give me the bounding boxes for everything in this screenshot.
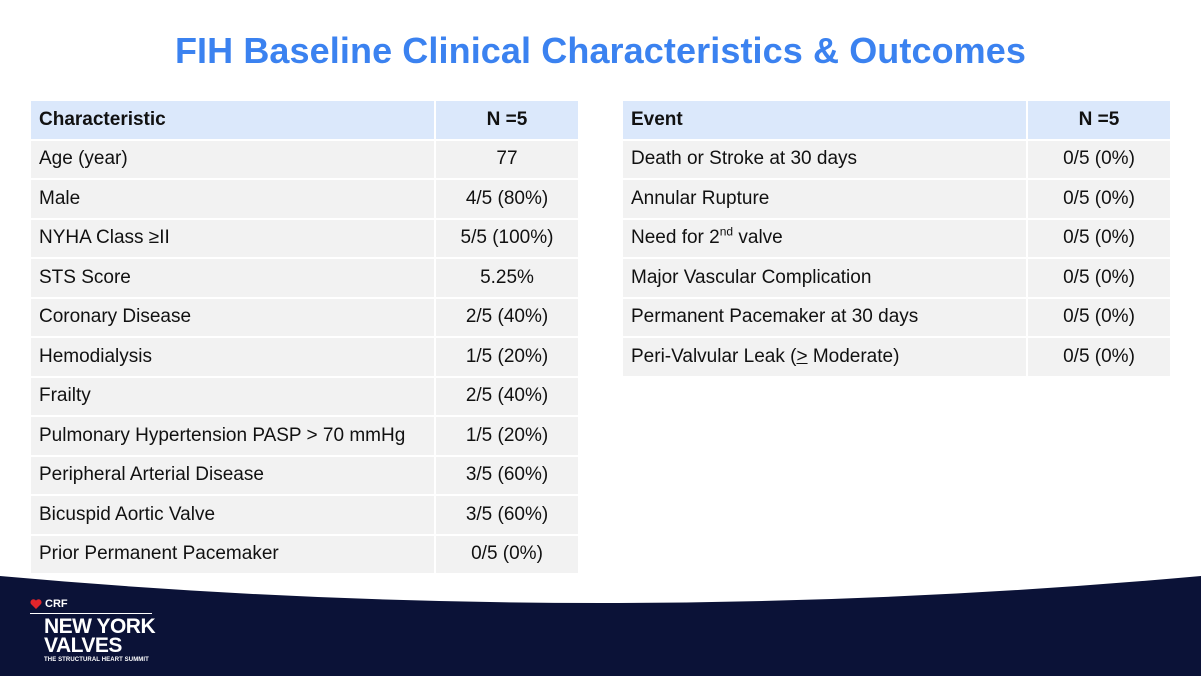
event-cell: Need for 2nd valve [623,219,1026,257]
characteristic-cell: NYHA Class ≥II [31,219,434,257]
value-cell: 2/5 (40%) [436,377,578,415]
logo-line-2: VALVES [44,634,122,657]
table-row: Death or Stroke at 30 days 0/5 (0%) [623,140,1170,178]
ordinal-suffix: nd [719,224,734,239]
table-row: Coronary Disease 2/5 (40%) [31,298,578,336]
footer-wave-band [0,576,1201,676]
value-cell: 0/5 (0%) [1028,219,1170,257]
characteristic-cell: Coronary Disease [31,298,434,336]
value-cell: 3/5 (60%) [436,496,578,534]
characteristic-cell: Prior Permanent Pacemaker [31,535,434,573]
table-header-row: Characteristic N =5 [31,101,578,139]
column-header-event: Event [623,101,1026,139]
outcomes-table: Event N =5 Death or Stroke at 30 days 0/… [621,99,1172,378]
table-row: Hemodialysis 1/5 (20%) [31,338,578,376]
column-header-characteristic: Characteristic [31,101,434,139]
table-row: Frailty 2/5 (40%) [31,377,578,415]
crf-label: CRF [45,598,68,610]
characteristic-cell: Peripheral Arterial Disease [31,456,434,494]
event-text: Moderate) [807,345,900,367]
table-row: NYHA Class ≥II 5/5 (100%) [31,219,578,257]
table-row: Male 4/5 (80%) [31,180,578,218]
value-cell: 77 [436,140,578,178]
table-row: Prior Permanent Pacemaker 0/5 (0%) [31,535,578,573]
column-header-n: N =5 [436,101,578,139]
value-cell: 4/5 (80%) [436,180,578,218]
table-row: Peripheral Arterial Disease 3/5 (60%) [31,456,578,494]
column-header-n: N =5 [1028,101,1170,139]
table-row: STS Score 5.25% [31,259,578,297]
event-cell: Permanent Pacemaker at 30 days [623,298,1026,336]
characteristic-cell: Frailty [31,377,434,415]
logo-line-1: NEW YORK [44,615,156,638]
value-cell: 0/5 (0%) [1028,140,1170,178]
event-cell: Peri-Valvular Leak (> Moderate) [623,338,1026,376]
characteristic-cell: Age (year) [31,140,434,178]
value-cell: 0/5 (0%) [1028,180,1170,218]
event-cell: Annular Rupture [623,180,1026,218]
event-text: Peri-Valvular Leak ( [631,345,797,367]
table-row: Bicuspid Aortic Valve 3/5 (60%) [31,496,578,534]
event-text: Need for 2 [631,227,720,249]
value-cell: 5.25% [436,259,578,297]
value-cell: 0/5 (0%) [1028,298,1170,336]
value-cell: 1/5 (20%) [436,417,578,455]
table-header-row: Event N =5 [623,101,1170,139]
table-row: Annular Rupture 0/5 (0%) [623,180,1170,218]
characteristic-cell: Bicuspid Aortic Valve [31,496,434,534]
characteristic-cell: Pulmonary Hypertension PASP > 70 mmHg [31,417,434,455]
greater-equal-symbol: > [796,345,808,367]
footer-wave [0,576,1201,676]
logo-divider [30,613,152,614]
slide-title: FIH Baseline Clinical Characteristics & … [174,30,1027,71]
crf-mark: CRF [30,598,155,610]
table-row: Peri-Valvular Leak (> Moderate) 0/5 (0%) [623,338,1170,376]
table-row: Pulmonary Hypertension PASP > 70 mmHg 1/5… [31,417,578,455]
table-row: Need for 2nd valve 0/5 (0%) [623,219,1170,257]
characteristic-cell: Male [31,180,434,218]
heart-icon [30,599,42,609]
value-cell: 1/5 (20%) [436,338,578,376]
value-cell: 0/5 (0%) [436,535,578,573]
event-cell: Death or Stroke at 30 days [623,140,1026,178]
table-row: Major Vascular Complication 0/5 (0%) [623,259,1170,297]
event-cell: Major Vascular Complication [623,259,1026,297]
table-row: Permanent Pacemaker at 30 days 0/5 (0%) [623,298,1170,336]
value-cell: 0/5 (0%) [1028,259,1170,297]
new-york-valves-logo: CRF NEW YORK VALVES THE STRUCTURAL HEART… [30,598,156,663]
event-text: valve [733,227,783,249]
characteristic-cell: STS Score [31,259,434,297]
logo-tagline: THE STRUCTURAL HEART SUMMIT [44,657,149,663]
characteristic-cell: Hemodialysis [31,338,434,376]
table-row: Age (year) 77 [31,140,578,178]
value-cell: 2/5 (40%) [436,298,578,336]
value-cell: 3/5 (60%) [436,456,578,494]
baseline-characteristics-table: Characteristic N =5 Age (year) 77 Male 4/5… [29,99,580,575]
value-cell: 0/5 (0%) [1028,338,1170,376]
value-cell: 5/5 (100%) [436,219,578,257]
